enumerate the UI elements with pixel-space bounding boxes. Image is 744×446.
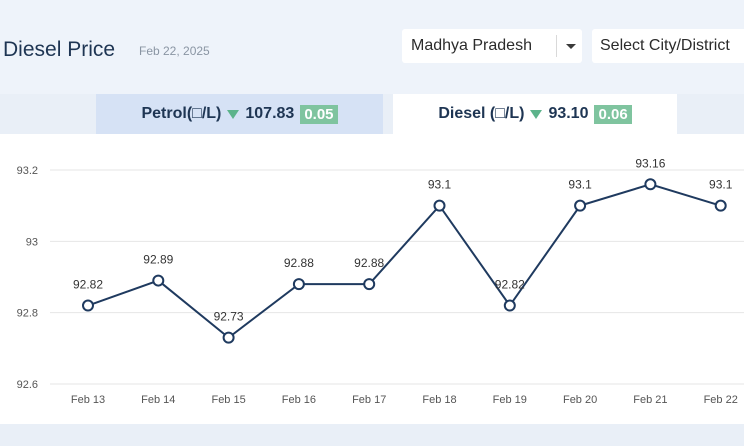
data-point bbox=[82, 299, 94, 312]
tab-price: 93.10 bbox=[548, 105, 589, 122]
data-point bbox=[152, 274, 165, 287]
data-point bbox=[222, 331, 235, 344]
select-divider bbox=[556, 35, 557, 57]
x-tick-label: Feb 19 bbox=[493, 394, 527, 406]
x-tick-label: Feb 16 bbox=[282, 394, 316, 406]
price-line-chart: 93.2 93 92.8 92.6 Feb 13 Feb 14 Feb 15 Feb 16 Fe… bbox=[17, 156, 744, 406]
chart-panel: 93.2 93 92.8 92.6 Feb 13 Feb 14 Feb 15 Feb 16 Fe… bbox=[0, 134, 744, 424]
data-label: 93.1 bbox=[428, 178, 452, 192]
data-label: 92.88 bbox=[354, 256, 384, 270]
tab-price: 107.83 bbox=[245, 105, 295, 122]
state-select[interactable]: Madhya Pradesh bbox=[402, 29, 582, 63]
data-point bbox=[644, 178, 657, 191]
data-label: 92.73 bbox=[214, 310, 244, 324]
change-badge: 0.05 bbox=[300, 104, 338, 124]
x-tick-label: Feb 17 bbox=[352, 394, 386, 406]
x-tick-label: Feb 18 bbox=[422, 394, 456, 406]
data-point bbox=[363, 278, 376, 291]
y-tick-label: 92.8 bbox=[17, 308, 38, 320]
data-point bbox=[503, 299, 516, 312]
data-point bbox=[574, 199, 587, 212]
data-point bbox=[433, 199, 446, 212]
page-header: Diesel Price Feb 22, 2025 Madhya Pradesh… bbox=[0, 0, 744, 94]
tab-label: Diesel (□/L) bbox=[438, 105, 525, 122]
data-point bbox=[714, 199, 727, 212]
city-select[interactable]: Select City/District bbox=[592, 29, 744, 63]
tab-petrol[interactable]: Petrol(□/L) 107.83 0.05 bbox=[96, 94, 383, 134]
trend-down-icon bbox=[227, 109, 240, 119]
tab-diesel[interactable]: Diesel (□/L) 93.10 0.06 bbox=[393, 94, 677, 134]
page-title: Diesel Price bbox=[3, 38, 116, 61]
city-select-value: Select City/District bbox=[600, 37, 730, 54]
change-badge: 0.06 bbox=[594, 104, 632, 124]
x-tick-label: Feb 14 bbox=[141, 394, 175, 406]
x-tick-label: Feb 15 bbox=[211, 394, 245, 406]
data-label: 93.1 bbox=[568, 178, 592, 192]
data-label: 93.1 bbox=[709, 178, 733, 192]
tab-label: Petrol(□/L) bbox=[141, 105, 222, 122]
data-label: 92.88 bbox=[284, 256, 314, 270]
x-tick-label: Feb 13 bbox=[71, 394, 105, 406]
series-line bbox=[87, 183, 721, 339]
y-tick-label: 93.2 bbox=[17, 165, 38, 177]
trend-down-icon bbox=[530, 109, 543, 119]
x-tick-label: Feb 21 bbox=[633, 394, 667, 406]
data-point bbox=[292, 278, 305, 291]
y-tick-label: 92.6 bbox=[17, 379, 38, 391]
chevron-down-icon[interactable] bbox=[566, 44, 576, 49]
y-tick-label: 93 bbox=[26, 236, 38, 248]
x-tick-label: Feb 20 bbox=[563, 394, 597, 406]
data-label: 92.89 bbox=[143, 253, 173, 267]
state-select-value: Madhya Pradesh bbox=[411, 37, 532, 54]
x-tick-label: Feb 22 bbox=[704, 394, 738, 406]
price-date: Feb 22, 2025 bbox=[139, 44, 210, 58]
data-label: 92.82 bbox=[73, 278, 103, 292]
data-label: 93.16 bbox=[635, 156, 665, 170]
data-label: 92.82 bbox=[495, 278, 525, 292]
